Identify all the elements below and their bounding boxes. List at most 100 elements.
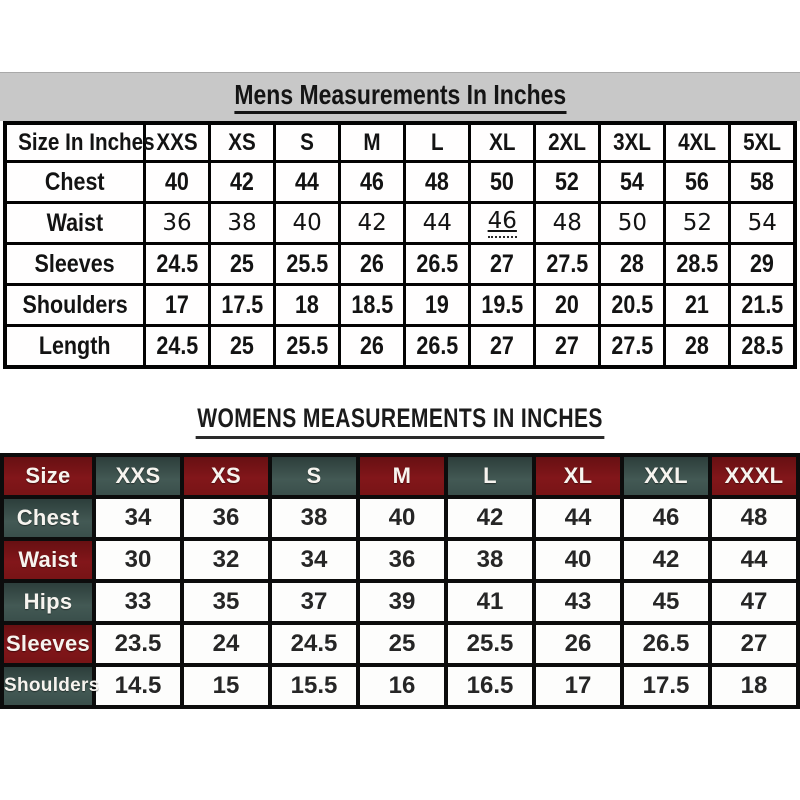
cell-text: 48: [552, 210, 582, 236]
cell-text: M: [392, 463, 412, 488]
cell-text: S: [306, 463, 322, 488]
value-cell: 24.5: [142, 242, 212, 286]
cell-text: Waist: [46, 208, 104, 237]
value-cell: 37: [268, 579, 360, 625]
cell-text: 29: [750, 249, 775, 278]
value-cell: 17.5: [620, 663, 712, 709]
cell-text: 26.5: [416, 331, 459, 360]
cell-text: Length: [39, 331, 111, 360]
cell-text: 27: [555, 331, 580, 360]
column-header-cell: XL: [532, 453, 624, 499]
value-cell: 48: [708, 495, 800, 541]
value-cell: 40: [142, 160, 212, 204]
value-cell: 20.5: [598, 283, 667, 327]
cell-text: S: [300, 128, 315, 156]
womens-table-body: Chest 34 36 38 40 42 44 46 48 Waist 30 32 34 36 38 40 42…: [0, 495, 800, 709]
cell-text: XXL: [644, 463, 688, 488]
cell-text: 56: [685, 167, 710, 196]
value-cell: 19: [403, 283, 472, 327]
value-cell: 24.5: [142, 324, 212, 369]
cell-text: XXXL: [724, 463, 784, 488]
cell-text: 46: [487, 208, 517, 238]
value-cell: 56: [663, 160, 732, 204]
value-cell: 17.5: [208, 283, 277, 327]
value-cell: 28: [663, 324, 732, 369]
row-label-cell: Chest: [3, 160, 146, 204]
value-cell: 34: [92, 495, 184, 541]
cell-text: 26: [360, 249, 385, 278]
column-header-cell: XS: [208, 121, 277, 163]
cell-text: 36: [162, 210, 192, 236]
cell-text: 27: [490, 249, 515, 278]
cell-text: 26.5: [416, 249, 459, 278]
column-header-cell: XXXL: [708, 453, 800, 499]
value-cell: 21: [663, 283, 732, 327]
value-cell: 24.5: [268, 621, 360, 667]
value-cell: 42: [620, 537, 712, 583]
row-label-cell: Sleeves: [3, 242, 146, 286]
cell-text: 26: [360, 331, 385, 360]
womens-size-table: Size XXS XS S M L XL XXL XXXL Chest 34 36 38 40 42 44 4…: [0, 453, 800, 709]
value-cell: 28: [598, 242, 667, 286]
value-cell: 27: [468, 242, 537, 286]
value-cell: 52: [663, 201, 732, 245]
value-cell: 18: [708, 663, 800, 709]
cell-text: 54: [747, 210, 777, 236]
cell-text: 25.5: [286, 331, 329, 360]
cell-text: 19.5: [481, 290, 524, 319]
cell-text: Chest: [45, 167, 105, 196]
column-header-cell: XS: [180, 453, 272, 499]
table-row: Waist 36 38 40 42 44 46 48 50 52 54: [3, 201, 797, 245]
cell-text: 19: [425, 290, 450, 319]
value-cell: 25.5: [273, 242, 342, 286]
value-cell: 40: [273, 201, 342, 245]
value-cell: 46: [338, 160, 407, 204]
table-row: Waist 30 32 34 36 38 40 42 44: [0, 537, 800, 583]
value-cell: 50: [598, 201, 667, 245]
value-cell: 46: [468, 201, 537, 245]
column-header-cell: 2XL: [533, 121, 602, 163]
cell-text: 20.5: [611, 290, 654, 319]
value-cell: 28.5: [728, 324, 797, 369]
cell-text: 21.5: [741, 290, 784, 319]
cell-text: 48: [425, 167, 450, 196]
value-cell: 15: [180, 663, 272, 709]
cell-text: 42: [357, 210, 387, 236]
cell-text: 58: [750, 167, 775, 196]
value-cell: 38: [268, 495, 360, 541]
value-cell: 42: [208, 160, 277, 204]
cell-text: 52: [555, 167, 580, 196]
cell-text: 25.5: [286, 249, 329, 278]
value-cell: 15.5: [268, 663, 360, 709]
value-cell: 19.5: [468, 283, 537, 327]
value-cell: 16: [356, 663, 448, 709]
cell-text: 28.5: [676, 249, 719, 278]
cell-text: 27.5: [546, 249, 589, 278]
table-row: Sleeves 23.5 24 24.5 25 25.5 26 26.5 27: [0, 621, 800, 667]
cell-text: 21: [685, 290, 710, 319]
cell-text: M: [363, 128, 381, 156]
value-cell: 44: [708, 537, 800, 583]
row-label-cell: Hips: [0, 579, 96, 625]
table-row: Sleeves 24.5 25 25.5 26 26.5 27 27.5 28 28.5 29: [3, 242, 797, 286]
value-cell: 42: [444, 495, 536, 541]
value-cell: 48: [533, 201, 602, 245]
value-cell: 36: [180, 495, 272, 541]
column-header-cell: XXS: [142, 121, 212, 163]
cell-text: 4XL: [678, 128, 717, 156]
value-cell: 40: [356, 495, 448, 541]
value-cell: 17: [142, 283, 212, 327]
womens-header-row: Size XXS XS S M L XL XXL XXXL: [0, 453, 800, 499]
cell-text: 40: [292, 210, 322, 236]
value-cell: 28.5: [663, 242, 732, 286]
row-label-cell: Sleeves: [0, 621, 96, 667]
value-cell: 26: [532, 621, 624, 667]
value-cell: 25: [356, 621, 448, 667]
value-cell: 27: [468, 324, 537, 369]
table-row: Chest 40 42 44 46 48 50 52 54 56 58: [3, 160, 797, 204]
cell-text: XXS: [115, 463, 161, 488]
cell-text: 24.5: [156, 249, 198, 278]
value-cell: 26: [338, 242, 407, 286]
cell-text: XL: [563, 463, 593, 488]
value-cell: 54: [728, 201, 797, 245]
